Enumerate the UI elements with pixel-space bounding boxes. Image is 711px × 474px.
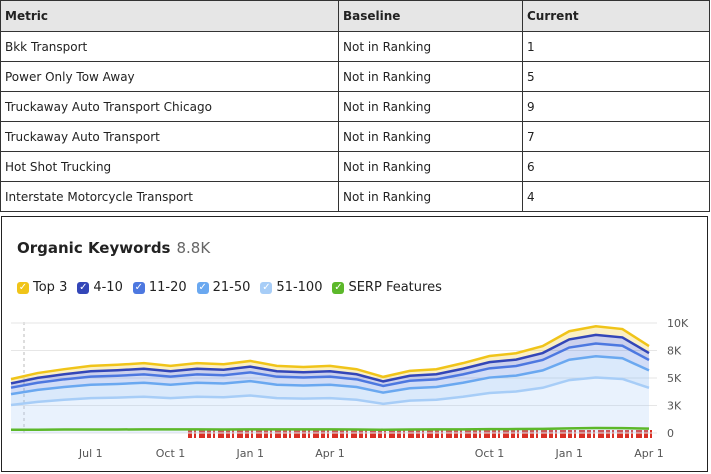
x-tick-label: Jan 1 bbox=[236, 447, 264, 460]
area-fill bbox=[11, 343, 649, 395]
series-line bbox=[10, 376, 650, 407]
area-fill bbox=[11, 326, 649, 384]
legend-checkbox: ✓ bbox=[196, 281, 209, 294]
metrics-table: Metric Baseline Current Bkk Transport Not i… bbox=[0, 0, 710, 212]
series-line bbox=[10, 333, 650, 385]
chart-subtitle: 8.8K bbox=[176, 239, 211, 257]
area-fill bbox=[11, 334, 649, 388]
table-cell: 6 bbox=[522, 151, 710, 182]
legend-label: Top 3 bbox=[33, 280, 68, 295]
legend-item: ✓ 11-20 bbox=[132, 280, 187, 295]
table-cell: 7 bbox=[522, 121, 710, 152]
table-cell: 4 bbox=[522, 181, 710, 212]
series-line bbox=[10, 354, 650, 396]
y-tick-label: 5K bbox=[667, 372, 682, 385]
legend-item: ✓ Top 3 bbox=[17, 280, 67, 295]
table-cell: Not in Ranking bbox=[338, 151, 523, 182]
table-cell: Truckaway Auto Transport Chicago bbox=[0, 91, 339, 122]
table-cell: Not in Ranking bbox=[338, 181, 523, 212]
table-row: Interstate Motorcycle Transport Not in Ra… bbox=[0, 181, 710, 212]
legend-label: 4-10 bbox=[93, 280, 123, 295]
table-row: Truckaway Auto Transport Chicago Not in R… bbox=[0, 91, 710, 122]
table-row: Bkk Transport Not in Ranking 1 bbox=[0, 31, 710, 62]
header-cell: Baseline bbox=[338, 0, 523, 32]
x-tick-label: Oct 1 bbox=[475, 447, 505, 460]
x-tick-label: Oct 1 bbox=[156, 447, 186, 460]
x-tick-label: Jul 1 bbox=[78, 447, 103, 460]
legend-checkbox: ✓ bbox=[17, 281, 29, 294]
legend-label: 51-100 bbox=[276, 280, 323, 295]
table-row: Hot Shot Trucking Not in Ranking 6 bbox=[0, 151, 710, 182]
y-tick-label: 10K bbox=[667, 317, 689, 330]
legend: ✓ Top 3 ✓ 4-10 ✓ 11-20 ✓ 21-50 ✓ 51-100 ✓ SERP Feat… bbox=[17, 280, 442, 295]
area-fill bbox=[11, 377, 649, 433]
series-line bbox=[10, 342, 650, 389]
table-cell: Not in Ranking bbox=[338, 61, 523, 92]
legend-item: ✓ 51-100 bbox=[260, 280, 322, 295]
chart: 0 3K 5K 8K 10K Jul 1 Oct 1 Jan 1 Apr 1 Oct 1 Jan 1… bbox=[10, 317, 689, 460]
legend-item: ✓ 21-50 bbox=[196, 280, 251, 295]
table-cell: Not in Ranking bbox=[338, 121, 523, 152]
x-tick-label: Jan 1 bbox=[555, 447, 583, 460]
chart-heading: Organic Keywords 8.8K bbox=[17, 239, 210, 257]
chart-card: 0 3K 5K 8K 10K Jul 1 Oct 1 Jan 1 Apr 1 Oct 1 Jan 1… bbox=[1, 216, 708, 472]
header-cell: Metric bbox=[0, 0, 339, 32]
table-cell: Interstate Motorcycle Transport bbox=[0, 181, 339, 212]
legend-item: ✓ 4-10 bbox=[77, 280, 123, 295]
series-line bbox=[11, 426, 650, 431]
table-cell: Not in Ranking bbox=[338, 31, 523, 62]
table-cell: 9 bbox=[522, 91, 710, 122]
legend-checkbox: ✓ bbox=[77, 281, 90, 294]
legend-label: SERP Features bbox=[348, 280, 442, 295]
table-cell: Hot Shot Trucking bbox=[0, 151, 339, 182]
y-tick-label: 0 bbox=[667, 427, 674, 440]
legend-checkbox: ✓ bbox=[260, 281, 273, 294]
table-cell: 1 bbox=[522, 31, 710, 62]
legend-item: ✓ SERP Features bbox=[332, 280, 442, 295]
header-cell: Current bbox=[522, 0, 710, 32]
legend-checkbox: ✓ bbox=[332, 281, 345, 294]
x-tick-label: Apr 1 bbox=[634, 447, 664, 460]
table-cell: Not in Ranking bbox=[338, 91, 523, 122]
y-tick-label: 8K bbox=[667, 345, 682, 358]
x-tick-label: Apr 1 bbox=[315, 447, 345, 460]
table-cell: Truckaway Auto Transport bbox=[0, 121, 339, 152]
series-line bbox=[10, 325, 650, 381]
table-cell: 5 bbox=[522, 61, 710, 92]
legend-label: 21-50 bbox=[212, 280, 251, 295]
legend-label: 11-20 bbox=[148, 280, 187, 295]
table-row: Power Only Tow Away Not in Ranking 5 bbox=[0, 61, 710, 92]
table-cell: Power Only Tow Away bbox=[0, 61, 339, 92]
table-row: Truckaway Auto Transport Not in Ranking 7 bbox=[0, 121, 710, 152]
legend-checkbox: ✓ bbox=[132, 281, 145, 294]
table-cell: Bkk Transport bbox=[0, 31, 339, 62]
header-row: Metric Baseline Current bbox=[0, 0, 710, 32]
y-tick-label: 3K bbox=[667, 400, 682, 413]
chart-title: Organic Keywords bbox=[17, 239, 171, 257]
